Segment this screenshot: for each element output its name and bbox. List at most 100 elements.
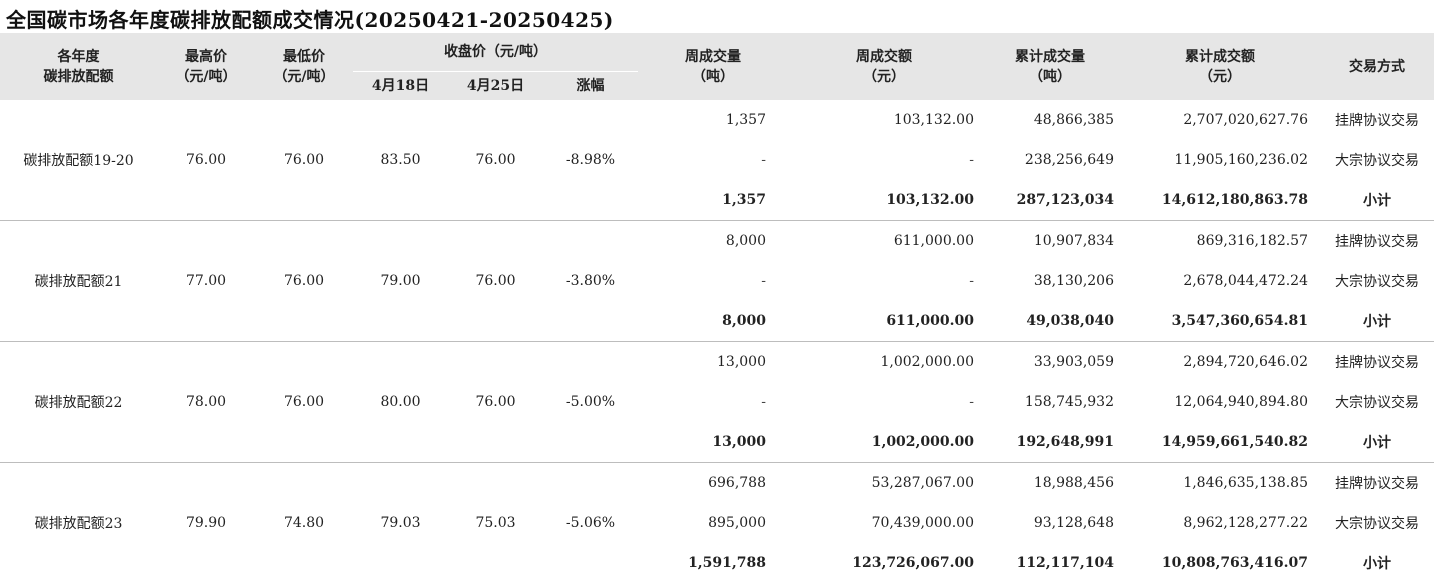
week-volume-cell: 1,591,788	[638, 543, 788, 583]
header-week-vol-line2: （吨）	[638, 67, 788, 87]
cum-amount-cell: 2,678,044,472.24	[1120, 261, 1320, 301]
close-curr-cell: 76.00	[448, 221, 543, 342]
week-amount-cell: -	[788, 382, 980, 422]
week-amount-cell: 53,287,067.00	[788, 463, 980, 504]
week-volume-cell: 696,788	[638, 463, 788, 504]
week-amount-cell: -	[788, 261, 980, 301]
week-volume-cell: 1,357	[638, 100, 788, 140]
trade-mode-cell: 挂牌协议交易	[1320, 342, 1434, 383]
header-week-vol: 周成交量 （吨）	[638, 33, 788, 100]
low-price-cell: 76.00	[255, 221, 353, 342]
week-amount-cell: 611,000.00	[788, 221, 980, 262]
close-prev-cell: 79.03	[353, 463, 448, 583]
vintage-cell: 碳排放配额19-20	[0, 100, 157, 221]
week-volume-cell: 1,357	[638, 180, 788, 221]
vintage-cell: 碳排放配额21	[0, 221, 157, 342]
trade-mode-cell: 挂牌协议交易	[1320, 221, 1434, 262]
trade-mode-cell: 大宗协议交易	[1320, 261, 1434, 301]
week-volume-cell: 13,000	[638, 342, 788, 383]
cum-volume-cell: 112,117,104	[980, 543, 1120, 583]
change-cell: -5.06%	[543, 463, 638, 583]
week-volume-cell: -	[638, 261, 788, 301]
cum-volume-cell: 10,907,834	[980, 221, 1120, 262]
header-vintage-line1: 各年度	[0, 47, 157, 67]
header-cum-vol-line1: 累计成交量	[980, 47, 1120, 67]
cum-amount-cell: 14,612,180,863.78	[1120, 180, 1320, 221]
cum-amount-cell: 1,846,635,138.85	[1120, 463, 1320, 504]
close-curr-cell: 76.00	[448, 342, 543, 463]
header-week-amt-line1: 周成交额	[788, 47, 980, 67]
close-curr-cell: 75.03	[448, 463, 543, 583]
cum-volume-cell: 49,038,040	[980, 301, 1120, 342]
vintage-cell: 碳排放配额23	[0, 463, 157, 583]
header-cum-amt-line2: （元）	[1120, 67, 1320, 87]
change-cell: -3.80%	[543, 221, 638, 342]
trade-mode-cell: 小计	[1320, 543, 1434, 583]
cum-volume-cell: 38,130,206	[980, 261, 1120, 301]
header-mode: 交易方式	[1320, 33, 1434, 100]
trade-mode-cell: 大宗协议交易	[1320, 382, 1434, 422]
trade-mode-cell: 大宗协议交易	[1320, 140, 1434, 180]
cum-volume-cell: 48,866,385	[980, 100, 1120, 140]
low-price-cell: 76.00	[255, 100, 353, 221]
trade-mode-cell: 小计	[1320, 422, 1434, 463]
cum-volume-cell: 287,123,034	[980, 180, 1120, 221]
trade-mode-cell: 小计	[1320, 301, 1434, 342]
high-price-cell: 76.00	[157, 100, 255, 221]
header-week-vol-line1: 周成交量	[638, 47, 788, 67]
week-amount-cell: 70,439,000.00	[788, 503, 980, 543]
cum-amount-cell: 10,808,763,416.07	[1120, 543, 1320, 583]
high-price-cell: 77.00	[157, 221, 255, 342]
cum-amount-cell: 12,064,940,894.80	[1120, 382, 1320, 422]
header-low-line2: （元/吨）	[255, 67, 353, 87]
cum-volume-cell: 158,745,932	[980, 382, 1120, 422]
trade-mode-cell: 挂牌协议交易	[1320, 463, 1434, 504]
change-cell: -8.98%	[543, 100, 638, 221]
close-prev-cell: 80.00	[353, 342, 448, 463]
vintage-cell: 碳排放配额22	[0, 342, 157, 463]
header-close-curr: 4月25日	[448, 72, 543, 101]
cum-volume-cell: 18,988,456	[980, 463, 1120, 504]
header-close-group: 收盘价（元/吨）	[353, 33, 638, 72]
header-cum-amt: 累计成交额 （元）	[1120, 33, 1320, 100]
high-price-cell: 79.90	[157, 463, 255, 583]
week-volume-cell: -	[638, 382, 788, 422]
cum-amount-cell: 11,905,160,236.02	[1120, 140, 1320, 180]
cum-volume-cell: 93,128,648	[980, 503, 1120, 543]
week-volume-cell: 13,000	[638, 422, 788, 463]
cum-amount-cell: 8,962,128,277.22	[1120, 503, 1320, 543]
week-amount-cell: 1,002,000.00	[788, 342, 980, 383]
header-high: 最高价 （元/吨）	[157, 33, 255, 100]
low-price-cell: 74.80	[255, 463, 353, 583]
cum-amount-cell: 2,707,020,627.76	[1120, 100, 1320, 140]
week-amount-cell: 103,132.00	[788, 180, 980, 221]
cum-amount-cell: 2,894,720,646.02	[1120, 342, 1320, 383]
trade-mode-cell: 大宗协议交易	[1320, 503, 1434, 543]
header-high-line1: 最高价	[157, 47, 255, 67]
header-high-line2: （元/吨）	[157, 67, 255, 87]
cum-volume-cell: 238,256,649	[980, 140, 1120, 180]
week-volume-cell: 8,000	[638, 301, 788, 342]
header-change: 涨幅	[543, 72, 638, 101]
header-week-amt-line2: （元）	[788, 67, 980, 87]
low-price-cell: 76.00	[255, 342, 353, 463]
close-prev-cell: 79.00	[353, 221, 448, 342]
page-title: 全国碳市场各年度碳排放配额成交情况(20250421-20250425)	[6, 4, 614, 33]
trade-mode-cell: 挂牌协议交易	[1320, 100, 1434, 140]
close-curr-cell: 76.00	[448, 100, 543, 221]
header-cum-amt-line1: 累计成交额	[1120, 47, 1320, 67]
table-header: 各年度 碳排放配额 最高价 （元/吨） 最低价 （元/吨） 收盘价（元/吨） 周…	[0, 33, 1434, 100]
week-amount-cell: 103,132.00	[788, 100, 980, 140]
change-cell: -5.00%	[543, 342, 638, 463]
week-volume-cell: 895,000	[638, 503, 788, 543]
carbon-trade-table: 各年度 碳排放配额 最高价 （元/吨） 最低价 （元/吨） 收盘价（元/吨） 周…	[0, 33, 1434, 583]
cum-amount-cell: 869,316,182.57	[1120, 221, 1320, 262]
trade-mode-cell: 小计	[1320, 180, 1434, 221]
header-low-line1: 最低价	[255, 47, 353, 67]
header-vintage-line2: 碳排放配额	[0, 67, 157, 87]
header-close-prev: 4月18日	[353, 72, 448, 101]
header-week-amt: 周成交额 （元）	[788, 33, 980, 100]
